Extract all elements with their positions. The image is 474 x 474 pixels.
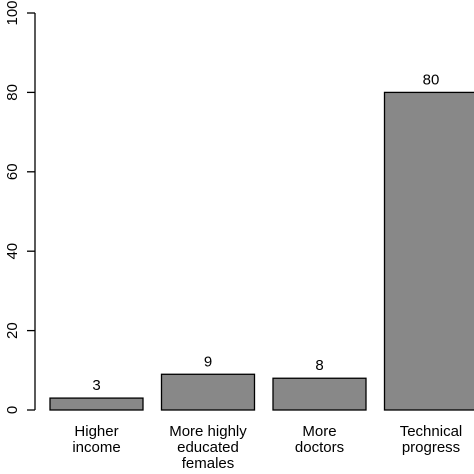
bar: [160, 373, 256, 411]
y-tick-label: 80: [4, 84, 21, 101]
bar: [272, 377, 367, 411]
y-tick-label: 100: [4, 0, 21, 25]
category-label-line: females: [182, 455, 235, 472]
bar: [383, 91, 474, 411]
category-label-line: income: [72, 439, 120, 456]
category-label: Higher income: [72, 423, 120, 456]
category-label-line: educated: [177, 439, 239, 456]
category-label: More doctors: [295, 423, 344, 456]
category-label-line: progress: [402, 439, 460, 456]
category-label-line: doctors: [295, 439, 344, 456]
data-label: 9: [204, 353, 212, 370]
category-label-line: Technical: [400, 423, 463, 440]
bar: [49, 397, 144, 411]
y-tick-label: 60: [4, 163, 21, 180]
data-label: 80: [423, 71, 440, 88]
bars-group: [49, 91, 474, 411]
category-label-line: More: [302, 423, 336, 440]
y-tick-label: 40: [4, 243, 21, 260]
y-tick-label: 0: [4, 406, 21, 414]
category-label: Technical progress: [400, 423, 463, 456]
data-label: 8: [315, 357, 323, 374]
y-tick-label: 20: [4, 322, 21, 339]
category-label-line: Higher: [74, 423, 118, 440]
y-axis: 0 20 40 60 80 100: [4, 0, 36, 414]
category-label: More highly educated females: [169, 423, 247, 472]
category-label-line: More highly: [169, 423, 247, 440]
data-label: 3: [92, 377, 100, 394]
data-labels-group: 3 9 8 80: [92, 71, 439, 394]
